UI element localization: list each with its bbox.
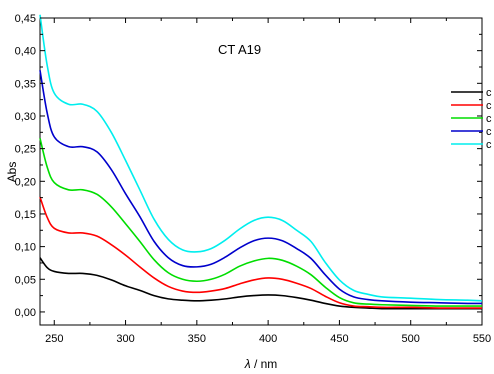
legend-label: c xyxy=(486,100,492,112)
y-tick-label: 0,25 xyxy=(15,144,36,156)
chart-title: CT A19 xyxy=(218,42,261,57)
series-line-1 xyxy=(39,257,482,310)
series-line-3 xyxy=(39,137,482,307)
legend-label: c xyxy=(486,126,492,138)
series-line-5 xyxy=(39,14,483,302)
y-tick-label: 0,45 xyxy=(15,13,36,25)
plot-frame xyxy=(39,17,483,326)
y-tick-label: 0,05 xyxy=(15,274,36,286)
series-line-2 xyxy=(39,196,482,309)
x-axis-title: λ / nm xyxy=(244,357,278,371)
y-tick-label: 0,15 xyxy=(15,209,36,221)
y-tick-label: 0,00 xyxy=(15,307,36,319)
legend-label: c xyxy=(486,139,492,151)
y-tick-label: 0,35 xyxy=(15,78,36,90)
y-tick-label: 0,20 xyxy=(15,176,36,188)
x-axis-symbol: λ xyxy=(244,357,251,371)
axis-layer: 250 300 350 400 450 500 550 0,00 0,05 0,10 0,15 0,2… xyxy=(15,13,492,345)
x-tick-label: 500 xyxy=(402,333,420,345)
y-tick-label: 0,10 xyxy=(15,242,36,254)
x-axis-unit: / nm xyxy=(251,357,278,371)
legend-label: c xyxy=(486,113,492,125)
y-tick-label: 0,40 xyxy=(15,46,36,58)
x-tick-label: 400 xyxy=(259,333,277,345)
x-tick-label: 350 xyxy=(188,333,206,345)
legend-label: c xyxy=(486,87,492,99)
x-tick-label: 450 xyxy=(330,333,348,345)
y-axis-title: Abs xyxy=(5,162,19,183)
x-tick-label: 300 xyxy=(116,333,134,345)
x-tick-label: 250 xyxy=(45,333,63,345)
x-tick-label: 550 xyxy=(473,333,491,345)
y-tick-label: 0,30 xyxy=(15,111,36,123)
series-layer xyxy=(39,14,483,310)
series-line-4 xyxy=(39,70,483,305)
